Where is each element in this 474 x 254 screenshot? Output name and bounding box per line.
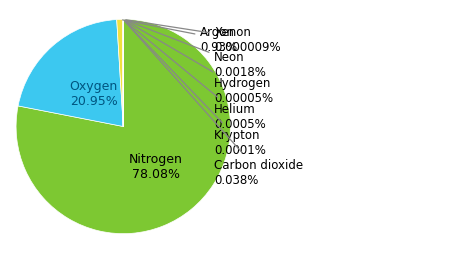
Wedge shape [117, 20, 123, 127]
Wedge shape [18, 21, 123, 127]
Text: Nitrogen
78.08%: Nitrogen 78.08% [129, 153, 183, 181]
Text: Neon
0.0018%: Neon 0.0018% [126, 21, 266, 79]
Text: Xenon
0.000009%: Xenon 0.000009% [126, 21, 281, 53]
Text: Krypton
0.0001%: Krypton 0.0001% [125, 22, 266, 156]
Text: Oxygen
20.95%: Oxygen 20.95% [70, 79, 118, 107]
Text: Helium
0.0005%: Helium 0.0005% [125, 22, 266, 130]
Text: Hydrogen
0.00005%: Hydrogen 0.00005% [126, 22, 273, 105]
Wedge shape [16, 20, 230, 234]
Text: Carbon dioxide
0.038%: Carbon dioxide 0.038% [125, 22, 303, 186]
Text: Argon
0.93%: Argon 0.93% [123, 21, 237, 53]
